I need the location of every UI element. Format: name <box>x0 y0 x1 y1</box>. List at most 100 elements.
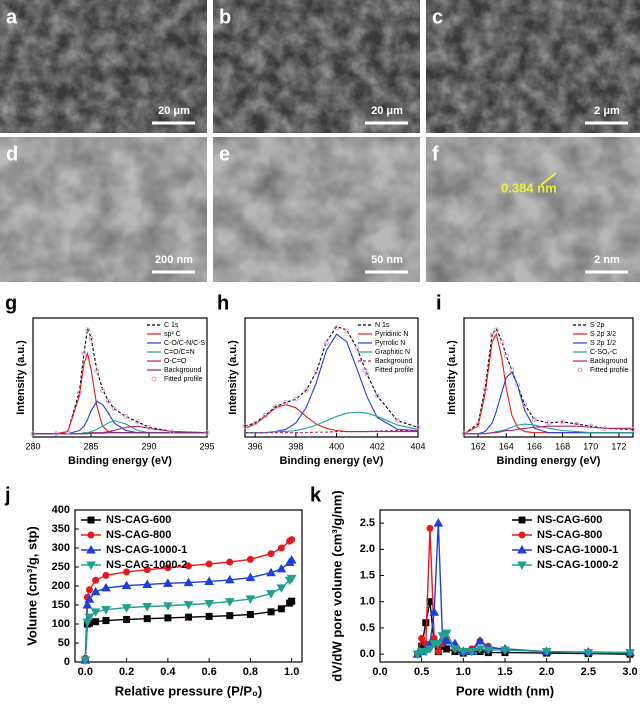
marker <box>262 412 268 418</box>
series-line <box>84 600 293 661</box>
marker <box>142 603 153 612</box>
y-tick-label: 0.0 <box>360 648 375 660</box>
micrograph <box>0 137 207 282</box>
x-tick-label: 398 <box>288 441 303 451</box>
marker <box>183 577 194 587</box>
marker <box>276 584 287 593</box>
marker <box>142 579 153 588</box>
marker <box>450 645 460 654</box>
marker <box>85 327 91 333</box>
marker <box>517 544 527 554</box>
x-tick-label: 0.4 <box>160 666 176 678</box>
marker <box>76 390 82 396</box>
x-tick-label: 170 <box>583 441 598 451</box>
marker <box>121 604 132 613</box>
marker <box>286 574 297 584</box>
series-line <box>84 559 293 661</box>
marker <box>204 576 214 585</box>
marker <box>101 582 111 592</box>
legend-label: S 2p 3/2 <box>590 331 616 338</box>
scale-bar-label: 20 μm <box>371 105 403 117</box>
marker <box>415 424 421 430</box>
marker <box>288 597 296 605</box>
x-tick-label: 164 <box>499 441 514 451</box>
marker <box>226 558 234 566</box>
y-axis-title: Intensity (a.u.) <box>227 340 239 415</box>
marker <box>425 645 435 654</box>
legend-label: N 1s <box>375 322 390 329</box>
x-tick-label: 2.0 <box>539 666 554 678</box>
legend-label: Fitted profile <box>590 367 629 374</box>
marker <box>224 574 235 584</box>
marker <box>433 518 444 527</box>
marker <box>80 656 91 666</box>
marker <box>100 387 106 393</box>
series-line <box>244 326 419 428</box>
marker <box>574 421 580 427</box>
marker <box>517 561 527 571</box>
series-line <box>464 371 633 435</box>
marker <box>509 367 515 373</box>
y-axis-title: Intensity (a.u.) <box>446 340 458 415</box>
marker <box>205 560 213 568</box>
y-tick-label: 0 <box>64 656 70 668</box>
y-tick-label: 400 <box>52 504 70 516</box>
marker <box>583 649 594 658</box>
marker <box>364 371 370 377</box>
x-axis-title: Binding energy (eV) <box>280 455 384 467</box>
panel-label: e <box>219 143 230 165</box>
scale-bar-label: 2 nm <box>594 254 620 266</box>
marker <box>515 382 521 388</box>
marker <box>541 648 552 657</box>
legend-label: S 2p <box>590 322 605 329</box>
marker <box>531 417 537 423</box>
marker <box>226 612 234 620</box>
panel-label: d <box>6 143 18 165</box>
marker <box>245 572 256 582</box>
legend-label: NS-CAG-1000-2 <box>106 559 187 571</box>
micrograph <box>213 137 420 282</box>
marker <box>252 420 258 426</box>
marker <box>344 328 350 334</box>
panel-label: h <box>217 292 229 314</box>
marker <box>92 576 100 584</box>
panel-label: b <box>219 6 231 28</box>
series-line <box>245 429 418 434</box>
x-tick-label: 166 <box>527 441 542 451</box>
legend-label: O-C=O <box>164 358 187 365</box>
marker <box>245 595 256 604</box>
marker <box>354 345 360 351</box>
marker <box>87 531 95 539</box>
marker <box>499 339 505 345</box>
marker <box>441 629 452 639</box>
marker <box>143 615 151 623</box>
series-line <box>84 539 293 659</box>
x-tick-label: 0.8 <box>243 666 258 678</box>
legend-label: S 2p 1/2 <box>590 340 616 347</box>
marker <box>429 607 440 616</box>
marker <box>121 580 132 590</box>
panel-label: f <box>432 143 439 165</box>
marker <box>288 536 296 544</box>
legend-label: NS-CAG-600 <box>106 514 171 526</box>
legend-label: NS-CAG-600 <box>537 514 602 526</box>
legend-label: NS-CAG-1000-1 <box>537 544 618 556</box>
marker <box>92 618 100 626</box>
marker <box>483 646 494 655</box>
legend-label: Fitted profile <box>164 376 203 383</box>
marker <box>90 586 101 596</box>
y-tick-label: 0.5 <box>360 622 375 634</box>
marker <box>94 368 100 374</box>
x-tick-label: 1.5 <box>497 666 512 678</box>
marker <box>577 367 583 373</box>
marker <box>123 615 131 623</box>
x-axis-title: Binding energy (eV) <box>497 455 601 467</box>
plot-frame <box>32 317 208 438</box>
marker <box>65 429 71 435</box>
x-tick-label: 290 <box>141 441 156 451</box>
series-line <box>417 523 631 655</box>
y-tick-label: 300 <box>52 542 70 554</box>
legend-label: Background <box>590 358 627 365</box>
marker <box>246 555 254 563</box>
marker <box>183 601 194 610</box>
